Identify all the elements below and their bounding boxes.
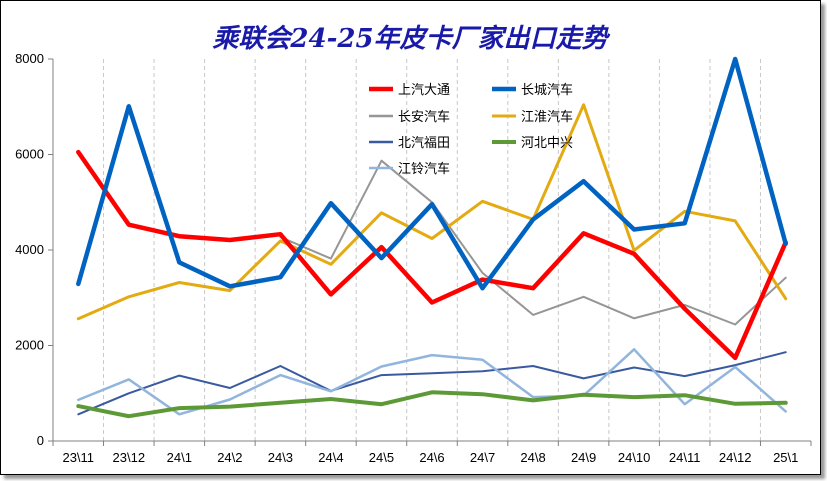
y-tick-label: 4000: [15, 242, 44, 257]
y-tick-label: 2000: [15, 338, 44, 353]
x-tick-label: 24\2: [217, 450, 242, 465]
legend-item: 河北中兴: [492, 136, 573, 151]
x-tick-label: 24\8: [520, 450, 545, 465]
x-tick-label: 25\1: [773, 450, 798, 465]
legend-item: 北汽福田: [369, 136, 450, 151]
grid-lines: [103, 59, 761, 441]
x-tick-label: 24\5: [369, 450, 394, 465]
axes: 0 2000 4000 6000 8000 23\11 23\12 24\1 24\2 24\3 2…: [15, 51, 812, 465]
x-tick-label: 23\12: [113, 450, 146, 465]
x-tick-label: 24\11: [669, 450, 701, 465]
legend-label: 上汽大通: [398, 83, 450, 98]
series-line-3: [279, 159, 787, 326]
line-chart: 乘联会24-25年皮卡厂家出口走势 0 2000 4000 6000 8000 23\11…: [15, 24, 812, 465]
series-line-6: [76, 390, 788, 419]
legend-item: 长安汽车: [369, 109, 450, 125]
x-tick-label: 24\9: [571, 450, 596, 465]
x-tick-label: 24\4: [318, 450, 343, 465]
legend-item: 长城汽车: [492, 82, 573, 98]
series-line-5: [77, 351, 787, 416]
legend-label: 长城汽车: [521, 82, 573, 98]
x-tick-label: 24\1: [167, 450, 192, 465]
y-tick-label: 8000: [15, 51, 44, 66]
x-tick-label: 24\7: [470, 450, 495, 465]
series-line-7: [77, 348, 787, 416]
series-lines: [76, 56, 788, 419]
legend-item: 江淮汽车: [492, 109, 573, 125]
y-tick-label: 6000: [15, 147, 44, 162]
legend-label: 江铃汽车: [398, 161, 450, 177]
x-tick-label: 24\3: [268, 450, 293, 465]
legend-label: 北汽福田: [398, 136, 450, 151]
legend-label: 江淮汽车: [521, 109, 573, 125]
x-tick-label: 23\11: [62, 450, 94, 465]
series-line-2: [76, 56, 788, 291]
legend-label: 长安汽车: [398, 109, 450, 125]
x-tick-label: 24\6: [419, 450, 444, 465]
chart-title: 乘联会24-25年皮卡厂家出口走势: [212, 24, 610, 54]
legend-label: 河北中兴: [521, 136, 573, 151]
x-tick-label: 24\10: [618, 450, 651, 465]
series-line-1: [76, 149, 788, 361]
legend-item: 江铃汽车: [369, 161, 450, 177]
y-tick-label: 0: [37, 433, 44, 448]
x-tick-label: 24\12: [719, 450, 752, 465]
legend-item: 上汽大通: [369, 83, 450, 98]
